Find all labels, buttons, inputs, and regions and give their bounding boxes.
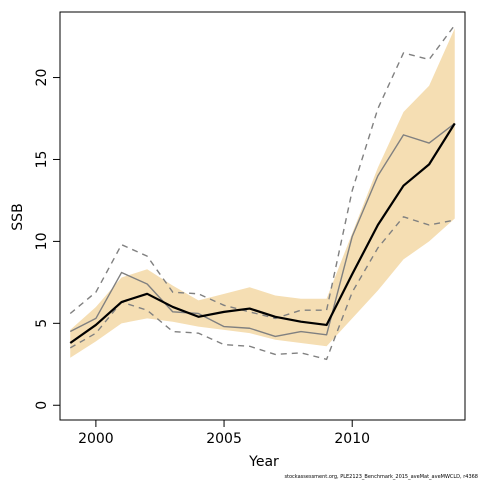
y-tick-label: 20 — [34, 69, 50, 87]
confidence-band — [70, 28, 455, 358]
x-tick-label: 2005 — [206, 431, 242, 447]
x-tick-label: 2010 — [334, 431, 370, 447]
series-line-solid-black-thick — [69, 122, 456, 344]
y-tick-label: 15 — [34, 151, 50, 169]
series-line-dashed-gray-upper — [69, 24, 456, 320]
plot-frame — [59, 11, 466, 421]
y-tick-label: 0 — [34, 401, 50, 410]
y-tick-label: 10 — [34, 232, 50, 250]
series-line-dashed-gray-lower — [69, 216, 455, 361]
plot-area — [69, 24, 456, 361]
y-tick-label: 5 — [34, 319, 50, 328]
x-tick-label: 2000 — [78, 431, 114, 447]
credit-text: stockassessment.org, PLE2123_Benchmark_2… — [284, 474, 478, 480]
series-line-solid-gray — [69, 122, 456, 338]
axes: 2000 2005 2010 0 5 10 15 20 — [34, 11, 466, 447]
x-axis-title: Year — [248, 454, 279, 470]
y-axis-title: SSB — [10, 203, 26, 230]
